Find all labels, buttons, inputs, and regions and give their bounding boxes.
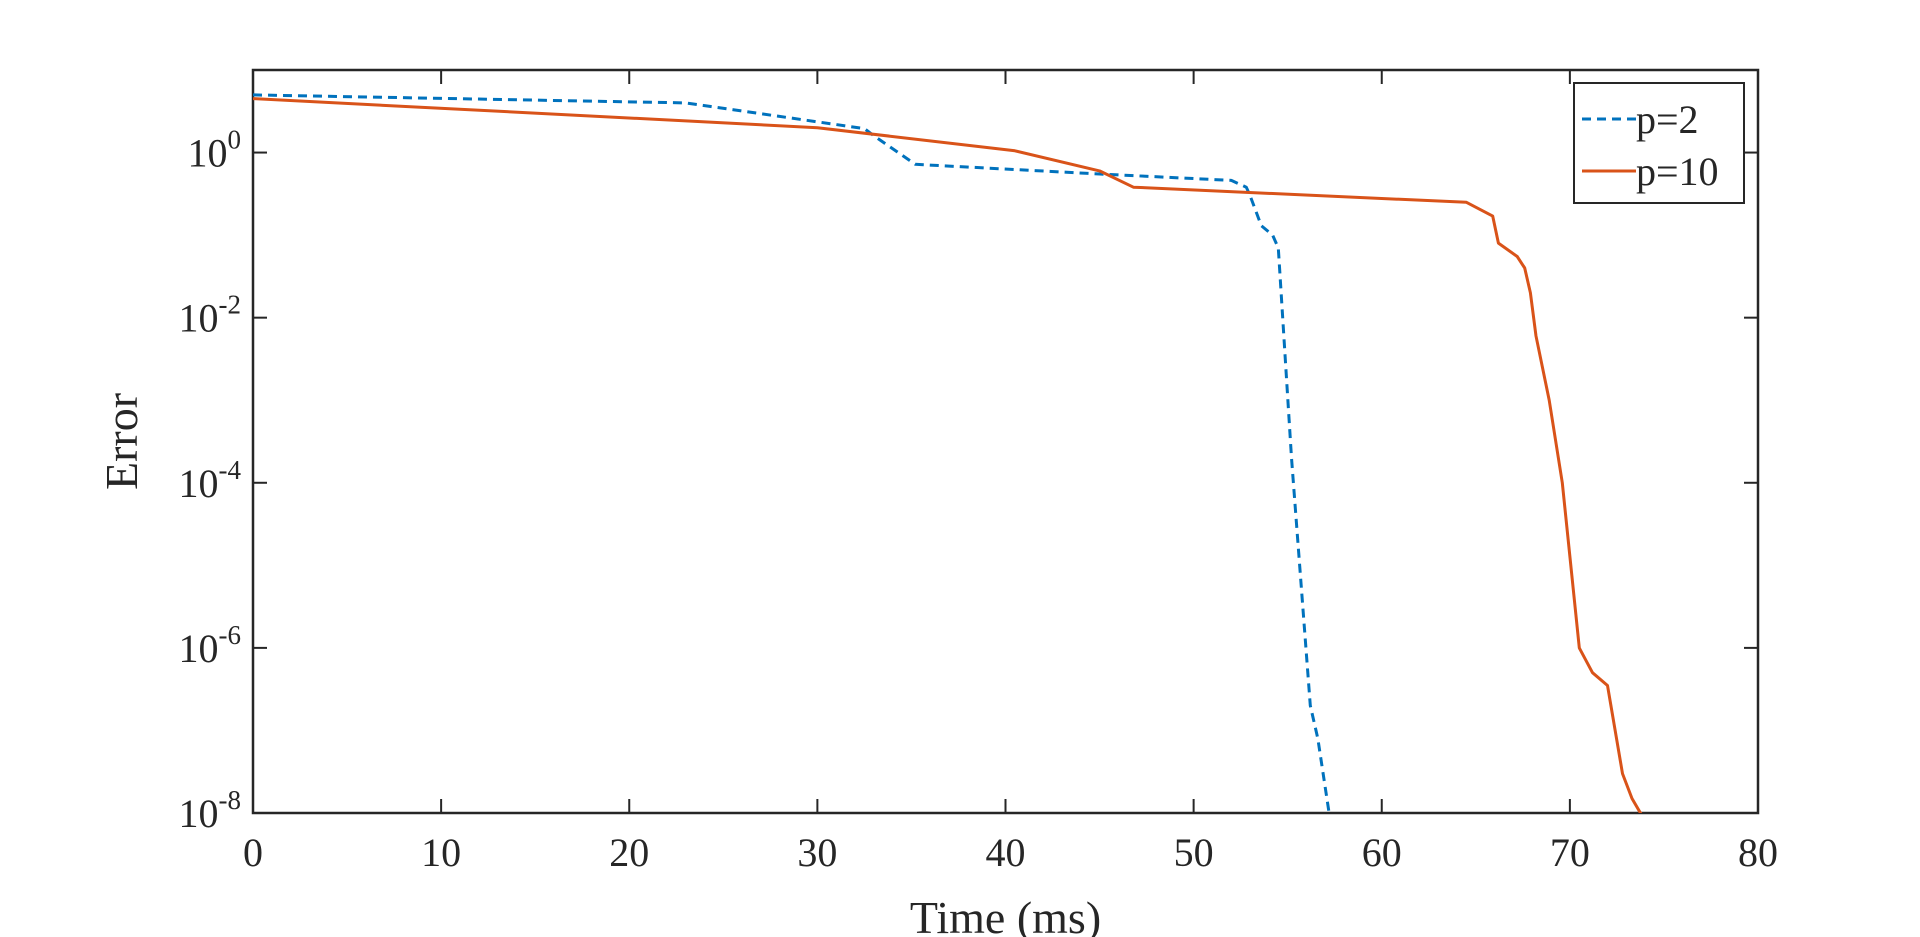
x-tick-label: 10 — [421, 830, 461, 875]
y-tick-label: 10-4 — [179, 455, 242, 506]
y-tick-labels: 100 10-2 10-4 10-6 10-8 — [179, 125, 242, 836]
ticks-layer — [252, 70, 1759, 814]
x-tick-labels: 0 10 20 30 40 50 60 70 80 — [243, 830, 1778, 875]
y-tick-label: 100 — [188, 125, 242, 176]
y-axis-label: Error — [96, 393, 147, 490]
series-layer — [253, 93, 1643, 813]
legend-entries: p=2 p=10 — [1582, 97, 1719, 194]
x-tick-label: 80 — [1738, 830, 1778, 875]
legend-label-p-2: p=2 — [1636, 97, 1699, 142]
series-line-p-10 — [253, 97, 1643, 813]
plot-frame — [251, 68, 1760, 815]
legend-label-p-10: p=10 — [1636, 149, 1719, 194]
x-tick-label: 50 — [1174, 830, 1214, 875]
y-tick-label: 10-6 — [179, 620, 242, 671]
x-tick-label: 60 — [1362, 830, 1402, 875]
x-tick-label: 70 — [1550, 830, 1590, 875]
x-tick-label: 0 — [243, 830, 263, 875]
x-tick-label: 40 — [986, 830, 1026, 875]
x-tick-label: 20 — [609, 830, 649, 875]
y-tick-label: 10-2 — [179, 290, 242, 341]
plot-area — [251, 68, 1760, 815]
y-tick-label: 10-8 — [179, 785, 242, 836]
x-tick-label: 30 — [797, 830, 837, 875]
x-axis-label: Time (ms) — [910, 892, 1101, 937]
legend-box — [1573, 82, 1745, 204]
legend: p=2 p=10 — [1573, 82, 1745, 204]
